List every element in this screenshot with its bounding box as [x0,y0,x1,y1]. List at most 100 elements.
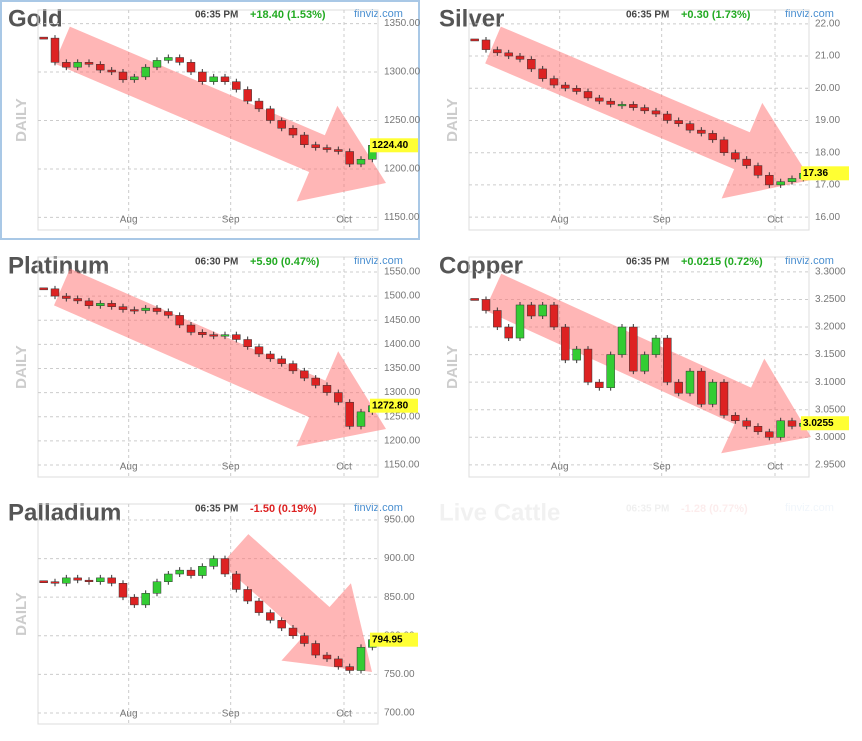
candle [651,337,661,355]
y-tick-label: 3.2000 [815,322,846,333]
x-tick-label: Sep [653,462,671,473]
candle [277,358,286,364]
last-price-label: 17.36 [803,168,828,179]
candle [164,57,173,61]
candle [130,76,139,81]
candle [561,326,570,361]
candle [629,326,638,372]
candle [107,577,116,584]
candle [254,346,264,355]
x-tick-label: Aug [120,215,138,226]
candle [96,64,105,71]
y-tick-label: 1350.00 [384,363,421,374]
candle [118,71,128,81]
candle [243,339,252,347]
x-tick-label: Sep [222,709,240,720]
candle [152,60,162,68]
y-tick-label: 16.00 [815,212,840,223]
candle [345,151,354,165]
candle [481,299,491,311]
candle [300,134,309,145]
candle [198,566,207,576]
plot-frame [468,256,810,478]
last-price-box [370,398,418,413]
candle [334,149,343,152]
last-price-box [801,416,849,431]
candle [84,62,94,65]
candle [96,303,105,306]
candle [504,326,513,339]
chart-title: Gold [8,5,63,32]
candle [470,38,479,42]
candle [266,612,275,621]
chart-title: Silver [439,5,504,32]
time-label: 06:35 PM [626,504,669,515]
change-label: -1.50 (0.19%) [250,503,317,515]
candle [266,108,275,121]
y-tick-label: 18.00 [815,147,840,158]
candle [470,298,479,301]
y-tick-label: 900.00 [384,553,415,564]
candle [765,174,774,186]
candle [322,385,332,393]
y-tick-label: 950.00 [384,515,415,526]
candle [493,49,502,54]
candle [73,298,82,302]
candle [685,370,695,394]
y-tick-label: 3.0000 [815,432,846,443]
candle [220,334,230,337]
y-tick-label: 1500.00 [384,291,421,302]
x-tick-label: Aug [120,709,138,720]
y-tick-label: 1300.00 [384,67,421,78]
side-label: DAILY [13,98,30,142]
candle [84,579,94,582]
candle [84,300,94,306]
candle [288,363,298,372]
candle [527,304,536,317]
y-tick-label: 750.00 [384,669,415,680]
x-tick-label: Aug [120,462,138,473]
candle [515,55,525,60]
last-price-label: 3.0255 [803,418,834,429]
candle [334,658,343,667]
candle [356,411,366,427]
candle [152,307,162,312]
candle [164,573,173,582]
candle [39,287,48,291]
candle [640,107,649,112]
candle [595,97,604,102]
y-tick-label: 1200.00 [384,164,421,175]
candle [674,381,683,394]
candle [311,144,320,148]
candle [107,303,116,307]
candle [708,133,717,141]
candle [73,577,82,581]
y-tick-label: 2.9500 [815,460,846,471]
candle [107,69,116,73]
candle [198,71,207,82]
trend-arrow [54,26,387,202]
candle [538,68,547,79]
y-tick-label: 17.00 [815,180,840,191]
candle [186,569,196,576]
y-tick-label: 3.1500 [815,349,846,360]
candle [697,129,706,134]
candle [334,392,343,403]
y-tick-label: 1150.00 [384,460,420,471]
side-label: DAILY [444,345,461,389]
plot-frame [37,256,379,478]
y-tick-label: 22.00 [815,18,840,29]
chart-title: Copper [439,252,523,279]
candle [719,381,729,416]
candle [39,580,48,583]
candle [209,558,218,567]
x-tick-label: Oct [336,709,352,720]
candle [322,654,332,660]
side-label: DAILY [444,98,461,142]
candle [617,326,627,355]
candle [141,66,150,78]
candle [787,420,797,427]
x-tick-label: Oct [336,215,352,226]
chart-panel: Palladium 06:35 PM -1.50 (0.19%) finviz.com… [8,499,418,725]
candle [583,348,593,383]
